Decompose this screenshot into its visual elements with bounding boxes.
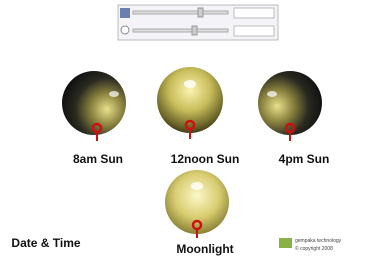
- input[interactable]: [234, 26, 274, 36]
- slider-icon: [120, 8, 130, 18]
- logo-name: gempaka technology: [295, 238, 342, 244]
- slider[interactable]: [133, 11, 228, 14]
- sphere-12noon: [157, 67, 223, 139]
- caption: Date & Time: [11, 236, 80, 250]
- slider-thumb[interactable]: [192, 26, 197, 35]
- sphere-label: 8am Sun: [73, 152, 123, 166]
- sphere-moonlight: [165, 170, 229, 238]
- logo-copyright: © copyright 2008: [295, 245, 333, 252]
- sphere-label: 12noon Sun: [171, 152, 240, 166]
- sphere-8am: [62, 71, 126, 141]
- slider[interactable]: [133, 29, 228, 32]
- sphere-label: Moonlight: [176, 242, 233, 256]
- illustration: 8am Sun 12noon Sun 4pm Sun Moonlight Dat…: [0, 0, 373, 262]
- control-panel: [118, 5, 278, 40]
- slider-thumb[interactable]: [198, 8, 203, 17]
- sphere-4pm: [258, 71, 322, 141]
- slider-icon: [121, 26, 129, 34]
- logo: gempaka technology © copyright 2008: [279, 238, 342, 252]
- sphere-label: 4pm Sun: [279, 152, 330, 166]
- input[interactable]: [234, 8, 274, 18]
